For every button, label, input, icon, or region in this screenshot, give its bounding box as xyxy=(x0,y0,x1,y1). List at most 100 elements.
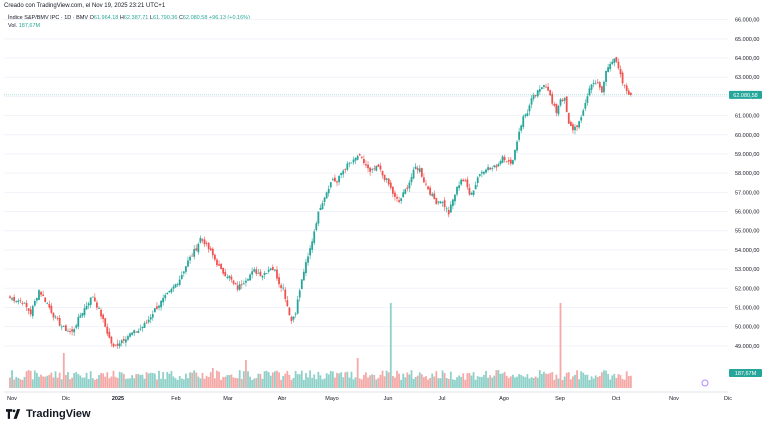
volume-bar xyxy=(110,376,113,388)
volume-bar xyxy=(253,378,256,388)
last-volume-badge xyxy=(729,369,762,377)
candle-body xyxy=(462,179,465,182)
volume-bar xyxy=(572,376,574,388)
volume-bar xyxy=(50,372,53,388)
candle-body xyxy=(232,280,235,284)
volume-bar xyxy=(514,377,516,388)
volume-bar xyxy=(543,371,545,388)
volume-bar xyxy=(120,372,123,388)
volume-bar xyxy=(391,375,394,388)
candle-body xyxy=(36,298,38,301)
volume-bar xyxy=(197,376,200,388)
candle-body xyxy=(344,169,347,170)
candle-body xyxy=(71,329,73,332)
candle-body xyxy=(514,149,516,160)
volume-bar xyxy=(124,378,127,388)
candle-body xyxy=(563,98,566,101)
candle-body xyxy=(495,165,498,168)
volume-bar xyxy=(590,376,593,388)
candle-body xyxy=(530,98,533,105)
volume-bar xyxy=(350,371,353,388)
candle-body xyxy=(420,168,423,177)
candle-body xyxy=(29,309,32,315)
volume-bar xyxy=(400,379,403,388)
candle-body xyxy=(218,264,220,266)
volume-bar xyxy=(549,373,552,388)
y-tick-label: 55.000,00 xyxy=(735,229,759,235)
candle-body xyxy=(269,268,272,270)
volume-bar xyxy=(389,303,392,388)
volume-bar xyxy=(305,373,307,388)
candle-body xyxy=(607,67,610,72)
candle-body xyxy=(110,336,113,344)
candle-body xyxy=(619,68,622,75)
volume-bar xyxy=(238,370,241,388)
candle-body xyxy=(98,308,100,309)
candle-body xyxy=(38,290,40,300)
candle-body xyxy=(414,166,417,169)
volume-bar xyxy=(418,372,421,388)
candle-body xyxy=(396,197,398,199)
y-tick-label: 52.000,00 xyxy=(735,286,759,292)
volume-bar xyxy=(491,377,494,388)
candle-body xyxy=(96,302,98,308)
candle-body xyxy=(81,313,84,316)
candle-body xyxy=(350,162,353,164)
candle-body xyxy=(185,266,187,272)
candle-body xyxy=(276,269,278,279)
candle-body xyxy=(613,58,616,63)
candle-body xyxy=(302,271,305,281)
volume-bar xyxy=(118,371,121,388)
volume-bar xyxy=(166,371,169,388)
y-tick-label: 49.000,00 xyxy=(735,344,759,350)
volume-bar xyxy=(71,377,73,388)
candle-body xyxy=(534,94,537,96)
volume-bar xyxy=(522,376,525,388)
candle-body xyxy=(588,88,591,96)
candle-body xyxy=(352,159,355,163)
candle-body xyxy=(466,179,469,188)
volume-bar xyxy=(141,374,144,388)
y-tick-label: 53.000,00 xyxy=(735,267,759,273)
candle-body xyxy=(137,330,140,333)
candle-body xyxy=(298,290,301,298)
candle-body xyxy=(257,272,260,274)
volume-bar xyxy=(156,379,158,388)
volume-bar xyxy=(54,371,57,388)
candle-body xyxy=(505,161,508,163)
candle-body xyxy=(439,201,442,204)
candle-body xyxy=(543,85,545,87)
volume-bar xyxy=(420,374,423,388)
volume-bar xyxy=(443,373,446,388)
volume-bar xyxy=(551,372,554,388)
volume-bar xyxy=(423,377,425,388)
volume-bar xyxy=(362,374,365,388)
volume-bar xyxy=(131,375,134,388)
candle-body xyxy=(58,317,61,326)
candle-body xyxy=(445,208,448,210)
volume-bar xyxy=(249,376,251,388)
volume-bar xyxy=(240,378,243,388)
candle-body xyxy=(240,284,243,286)
volume-bar xyxy=(586,374,589,388)
x-tick-label: Abr xyxy=(278,396,287,402)
volume-bar xyxy=(309,370,311,388)
volume-bar xyxy=(40,374,42,388)
last-volume-label: 187,67M xyxy=(735,371,757,377)
candle-body xyxy=(435,198,438,205)
candle-body xyxy=(129,333,131,337)
candle-body xyxy=(48,304,51,308)
candle-body xyxy=(139,328,142,330)
candle-body xyxy=(586,96,589,103)
candle-body xyxy=(356,156,359,160)
volume-bar xyxy=(478,376,481,388)
volume-bar xyxy=(412,378,415,388)
volume-bar xyxy=(402,373,405,388)
candle-body xyxy=(340,173,343,176)
candle-body xyxy=(493,165,496,167)
volume-bar xyxy=(149,372,152,388)
volume-bar xyxy=(164,379,167,388)
volume-bar xyxy=(170,370,173,388)
candle-body xyxy=(383,174,386,181)
